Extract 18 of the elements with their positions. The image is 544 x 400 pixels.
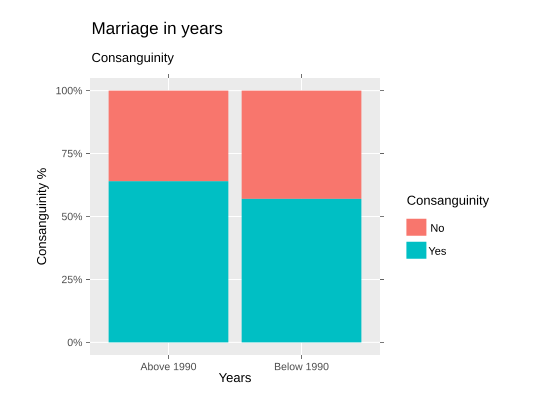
x-tick-label: Above 1990 (140, 362, 196, 370)
y-axis-title: Consanguinity % (36, 168, 49, 265)
y-tick-label: 75% (62, 150, 82, 158)
y-tick-label: 25% (62, 276, 82, 284)
y-tick-label: 0% (68, 338, 82, 346)
y-tick-label: 100% (56, 86, 82, 94)
bar (242, 198, 362, 342)
legend-label: No (431, 224, 444, 232)
bar (242, 90, 362, 199)
y-tick-label: 50% (62, 212, 82, 220)
bar (108, 181, 228, 342)
chart-subtitle: Consanguinity (92, 52, 174, 65)
legend-label: Yes (428, 247, 446, 255)
legend-title: Consanguinity (407, 195, 490, 208)
x-axis-title: Years (218, 373, 251, 382)
bar (108, 90, 228, 182)
chart-title: Marriage in years (92, 22, 222, 38)
x-tick-label: Below 1990 (274, 362, 329, 370)
